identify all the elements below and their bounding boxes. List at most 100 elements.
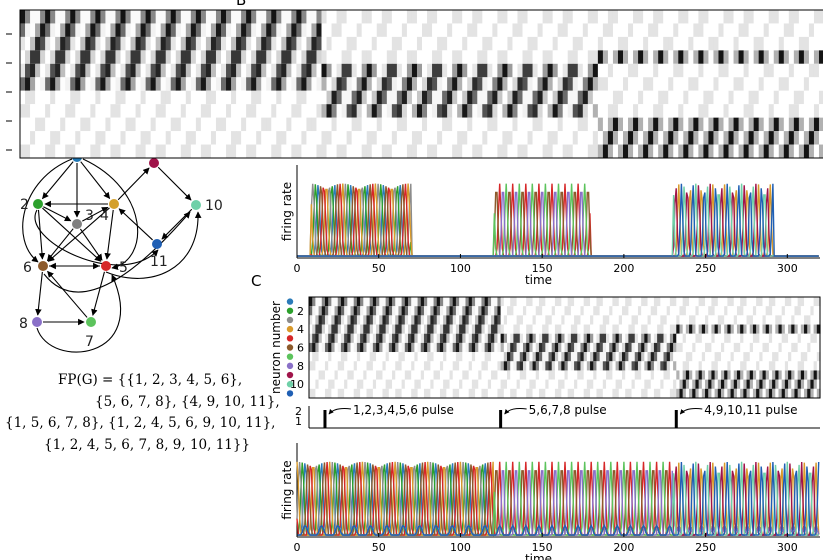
raster-cell <box>221 50 227 64</box>
raster-cell <box>406 117 413 132</box>
raster-cell <box>328 306 332 316</box>
raster-cell <box>427 333 431 343</box>
raster-cell <box>246 77 252 91</box>
raster-cell <box>340 388 345 398</box>
raster-cell <box>526 379 530 389</box>
raster-cell <box>683 50 689 64</box>
raster-cell <box>140 90 147 105</box>
raster-cell <box>551 315 556 325</box>
raster-cell <box>507 297 511 307</box>
raster-cell <box>698 104 704 118</box>
raster-cell <box>457 117 463 132</box>
raster-cell <box>592 63 599 78</box>
raster-cell <box>25 131 31 145</box>
raster-cell <box>437 77 443 91</box>
raster-cell <box>693 36 699 51</box>
raster-cell <box>587 63 594 78</box>
raster-cell <box>471 297 476 307</box>
pulse-label: 4,9,10,11 pulse <box>704 403 797 417</box>
raster-cell <box>443 306 447 316</box>
raster-cell <box>818 144 823 158</box>
raster-cell <box>749 370 754 380</box>
raster-cell <box>532 117 539 132</box>
raster-cell <box>337 361 342 371</box>
raster-cell <box>644 324 649 334</box>
raster-cell <box>683 77 689 91</box>
raster-cell <box>532 77 539 91</box>
raster-cell <box>713 50 720 64</box>
raster-cell <box>20 90 26 105</box>
raster-cell <box>484 306 489 316</box>
raster-cell <box>512 63 519 78</box>
raster-cell <box>411 342 415 353</box>
raster-cell <box>746 388 751 398</box>
raster-cell <box>583 306 588 316</box>
raster-cell <box>215 63 222 78</box>
raster-cell <box>596 306 601 316</box>
raster-cell <box>723 23 730 37</box>
raster-cell <box>695 297 700 307</box>
raster-cell <box>360 315 364 325</box>
raster-cell <box>346 50 353 64</box>
raster-cell <box>443 370 447 380</box>
raster-cell <box>718 63 725 78</box>
raster-cell <box>679 315 684 325</box>
raster-cell <box>417 361 422 371</box>
raster-cell <box>40 90 46 105</box>
raster-cell <box>462 36 468 51</box>
raster-cell <box>593 361 598 371</box>
raster-cell <box>328 361 332 371</box>
raster-cell <box>711 315 716 325</box>
raster-cell <box>145 10 152 24</box>
raster-cell <box>457 144 463 158</box>
raster-cell <box>309 370 313 380</box>
raster-cell <box>740 297 744 307</box>
raster-cell <box>465 306 470 316</box>
raster-cell <box>105 50 112 64</box>
raster-cell <box>392 388 396 398</box>
raster-cell <box>516 370 521 380</box>
raster-cell <box>221 36 227 51</box>
raster-cell <box>749 324 754 334</box>
raster-cell <box>663 306 668 316</box>
raster-cell <box>406 10 413 24</box>
raster-cell <box>615 306 620 316</box>
raster-cell <box>311 90 318 105</box>
raster-cell <box>607 36 614 51</box>
raster-cell <box>586 333 591 343</box>
raster-cell <box>816 342 821 353</box>
raster-cell <box>727 379 732 389</box>
raster-cell <box>452 352 457 362</box>
raster-cell <box>120 117 127 132</box>
raster-cell <box>75 104 81 118</box>
raster-cell <box>519 388 524 398</box>
raster-cell <box>457 131 463 145</box>
raster-cell <box>727 361 732 371</box>
raster-cell <box>517 90 524 105</box>
raster-cell <box>788 306 792 316</box>
raster-cell <box>713 90 720 105</box>
raster-cell <box>510 306 514 316</box>
raster-cell <box>422 131 428 145</box>
raster-cell <box>200 23 207 37</box>
raster-cell <box>318 306 323 316</box>
raster-cell <box>120 90 127 105</box>
raster-cell <box>606 379 610 389</box>
raster-cell <box>316 23 323 37</box>
raster-cell <box>643 23 649 37</box>
raster-cell <box>175 10 182 24</box>
raster-cell <box>363 352 368 362</box>
raster-cell <box>720 333 725 343</box>
raster-cell <box>481 352 486 362</box>
raster-cell <box>519 297 524 307</box>
raster-cell <box>507 144 514 158</box>
raster-cell <box>261 36 267 51</box>
raster-cell <box>251 104 257 118</box>
raster-cell <box>120 77 127 91</box>
raster-cell <box>110 63 117 78</box>
x-tick-label: 300 <box>777 262 798 275</box>
raster-cell <box>623 117 629 132</box>
raster-cell <box>324 315 329 325</box>
raster-cell <box>462 370 467 380</box>
raster-cell <box>728 144 735 158</box>
